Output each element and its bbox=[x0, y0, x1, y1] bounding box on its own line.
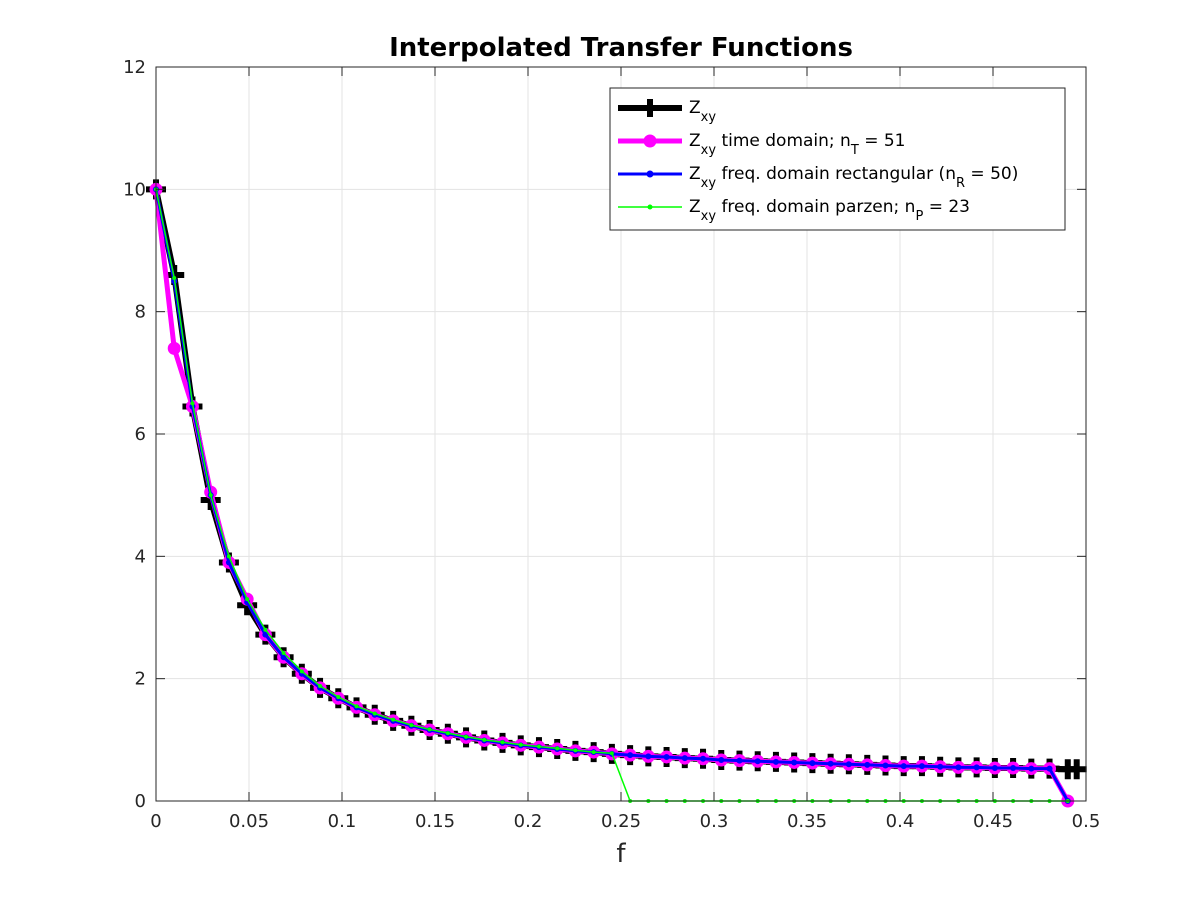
series-3-point bbox=[190, 401, 195, 406]
series-2-point bbox=[809, 760, 816, 767]
series-3-point bbox=[318, 684, 323, 689]
y-tick-label: 8 bbox=[135, 302, 146, 323]
series-3-point bbox=[299, 669, 304, 674]
series-3-point bbox=[281, 650, 286, 655]
y-tick-label: 4 bbox=[135, 546, 146, 567]
series-3-point bbox=[536, 744, 541, 749]
series-3-point bbox=[354, 704, 359, 709]
series-2-point bbox=[973, 764, 980, 771]
series-2-point bbox=[882, 762, 889, 769]
series-3-point bbox=[336, 695, 341, 700]
series-3-point bbox=[482, 737, 487, 742]
x-tick-label: 0 bbox=[150, 811, 161, 832]
series-3-point bbox=[464, 734, 469, 739]
series-2-point bbox=[955, 764, 962, 771]
series-2-point bbox=[754, 758, 761, 765]
series-0-point bbox=[641, 99, 659, 117]
series-3-point bbox=[391, 717, 396, 722]
ticks: 0 0.05 0.1 0.15 0.2 0.25 0.3 0.35 0.4 0.45 0.5 0 2 4 6… bbox=[123, 57, 1100, 832]
y-tick-label: 12 bbox=[123, 57, 146, 78]
series-2-point bbox=[991, 764, 998, 771]
x-tick-label: 0.2 bbox=[514, 811, 543, 832]
legend: Zxy Zxy time domain; nT = 51 Zxy freq. dom… bbox=[609, 87, 1066, 231]
x-tick-label: 0.1 bbox=[328, 811, 357, 832]
series-2-point bbox=[1010, 764, 1017, 771]
series-3-point bbox=[172, 276, 177, 281]
series-layer bbox=[146, 179, 1087, 808]
x-tick-label: 0.45 bbox=[973, 811, 1013, 832]
x-tick-label: 0.25 bbox=[601, 811, 641, 832]
chart-title: Interpolated Transfer Functions bbox=[389, 33, 853, 63]
y-tick-label: 6 bbox=[135, 424, 146, 445]
legend-label-1: Zxy time domain; nT = 51 bbox=[689, 131, 905, 158]
series-3-point bbox=[245, 597, 250, 602]
series-3-point bbox=[226, 554, 231, 559]
series-2-point bbox=[864, 761, 871, 768]
series-3-point bbox=[208, 493, 213, 498]
x-axis-label: f bbox=[616, 839, 626, 869]
series-2-point bbox=[700, 755, 707, 762]
series-3-point bbox=[445, 731, 450, 736]
series-2-point bbox=[718, 757, 725, 764]
series-1-point bbox=[643, 134, 657, 148]
legend-label-3: Zxy freq. domain parzen; nP = 23 bbox=[689, 197, 970, 224]
series-3-point bbox=[647, 204, 653, 210]
legend-label-2: Zxy freq. domain rectangular (nR = 50) bbox=[689, 164, 1018, 191]
y-tick-label: 2 bbox=[135, 669, 146, 690]
series-3-point bbox=[500, 740, 505, 745]
series-3-point bbox=[518, 742, 523, 747]
series-3-point bbox=[372, 711, 377, 716]
series-2-point bbox=[646, 170, 654, 178]
x-tick-label: 0.05 bbox=[229, 811, 269, 832]
series-2-point bbox=[736, 757, 743, 764]
series-3-point bbox=[263, 627, 268, 632]
series-2-point bbox=[845, 761, 852, 768]
series-2-point bbox=[663, 753, 670, 760]
series-2-point bbox=[280, 654, 287, 661]
series-1-point bbox=[167, 341, 181, 355]
y-tick-label: 10 bbox=[123, 179, 146, 200]
series-0-point bbox=[1066, 759, 1087, 780]
series-3-point bbox=[555, 746, 560, 751]
x-tick-label: 0.3 bbox=[700, 811, 729, 832]
x-tick-label: 0.4 bbox=[886, 811, 915, 832]
y-tick-label: 0 bbox=[135, 791, 146, 812]
legend-box bbox=[609, 87, 1066, 231]
series-2-point bbox=[772, 758, 779, 765]
series-2-point bbox=[1028, 765, 1035, 772]
series-3-point bbox=[591, 750, 596, 755]
legend-label-0: Zxy bbox=[689, 98, 716, 125]
series-2-point bbox=[918, 763, 925, 770]
series-2-point bbox=[900, 763, 907, 770]
series-3-point bbox=[609, 751, 614, 756]
x-tick-label: 0.15 bbox=[415, 811, 455, 832]
series-3-point bbox=[427, 727, 432, 732]
series-2-point bbox=[827, 760, 834, 767]
series-2-point bbox=[1046, 765, 1053, 772]
series-3-point bbox=[409, 723, 414, 728]
series-2-point bbox=[645, 753, 652, 760]
series-2-point bbox=[262, 631, 269, 638]
series-3-point bbox=[573, 748, 578, 753]
series-2-point bbox=[791, 759, 798, 766]
series-2-point bbox=[681, 755, 688, 762]
series-2-point bbox=[937, 763, 944, 770]
x-tick-label: 0.5 bbox=[1072, 811, 1101, 832]
series-2-point bbox=[627, 752, 634, 759]
x-tick-label: 0.35 bbox=[787, 811, 827, 832]
